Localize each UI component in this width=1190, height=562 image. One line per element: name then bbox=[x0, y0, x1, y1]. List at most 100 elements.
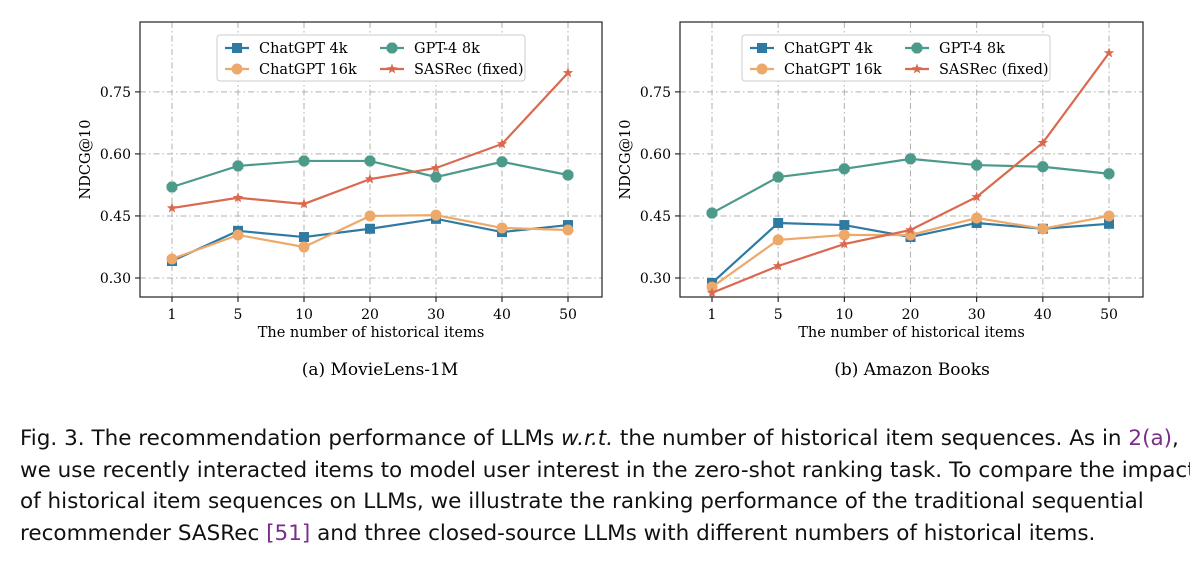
data-point bbox=[232, 192, 244, 203]
data-point-part bbox=[1041, 161, 1045, 173]
x-tick-label: 40 bbox=[493, 307, 511, 323]
data-point bbox=[839, 238, 850, 249]
data-point bbox=[706, 281, 718, 293]
legend-label: ChatGPT 16k bbox=[259, 62, 357, 78]
data-point bbox=[562, 169, 574, 181]
x-tick-label: 5 bbox=[234, 307, 243, 323]
plot-frame bbox=[139, 21, 603, 298]
legend-label: SASRec (fixed) bbox=[414, 62, 524, 78]
caption-line-4: recommender SASRec [51] and three closed… bbox=[20, 518, 1180, 550]
y-tick-label: 0.30 bbox=[640, 271, 671, 287]
data-point bbox=[562, 67, 574, 78]
data-point bbox=[905, 229, 916, 241]
data-point bbox=[430, 209, 442, 221]
data-point bbox=[1104, 218, 1114, 229]
plot-frame bbox=[679, 21, 1144, 298]
data-point bbox=[971, 191, 982, 202]
data-point bbox=[166, 181, 178, 193]
legend-marker bbox=[232, 43, 242, 53]
legend-marker bbox=[911, 63, 923, 74]
data-point bbox=[496, 138, 508, 149]
data-point bbox=[430, 171, 442, 183]
legend-marker bbox=[756, 63, 768, 75]
series-sasrec-fixed- bbox=[706, 47, 1115, 298]
figure: 1 5 10 20 30 40 50 0.30 0.45 0.60 0.75 The number o… bbox=[78, 21, 1144, 380]
data-point-part bbox=[842, 163, 847, 175]
series-chatgpt-16k bbox=[166, 209, 574, 265]
data-point bbox=[1103, 47, 1115, 58]
caption-text: recommender SASRec bbox=[20, 520, 267, 546]
x-axis-label: The number of historical items bbox=[798, 325, 1025, 341]
data-point bbox=[364, 155, 376, 167]
x-tick-label: 30 bbox=[968, 307, 986, 323]
data-point bbox=[1037, 161, 1049, 173]
data-point bbox=[364, 210, 376, 222]
data-point-part bbox=[974, 159, 979, 171]
x-axis-label: The number of historical items bbox=[258, 325, 485, 341]
legend: ChatGPT 4k ChatGPT 16k GPT-4 8k SASRec (fix… bbox=[741, 34, 1051, 82]
data-point bbox=[905, 224, 916, 235]
x-tick-label: 20 bbox=[361, 307, 379, 323]
chart-amazon-books: 1 5 10 20 30 40 50 0.30 0.45 0.60 0.75 The number o… bbox=[618, 21, 1144, 380]
legend-label: ChatGPT 16k bbox=[784, 62, 882, 78]
caption-line-2: we use recently interacted items to mode… bbox=[20, 457, 1190, 483]
caption-text: , bbox=[1172, 426, 1179, 451]
y-tick-label: 0.30 bbox=[100, 271, 131, 287]
legend-marker bbox=[757, 43, 767, 53]
figure-ref-link[interactable]: 2(a) bbox=[1128, 426, 1173, 451]
x-tick-label: 10 bbox=[295, 307, 313, 323]
data-point bbox=[299, 232, 309, 243]
x-tick-label: 10 bbox=[835, 307, 853, 323]
y-tick-label: 0.60 bbox=[100, 147, 131, 163]
citation-link[interactable]: [51] bbox=[266, 520, 311, 546]
data-point bbox=[298, 241, 310, 253]
y-tick-label: 0.45 bbox=[100, 209, 131, 225]
y-tick-label: 0.75 bbox=[100, 85, 131, 101]
data-point bbox=[1037, 137, 1049, 148]
data-point bbox=[1103, 168, 1115, 180]
caption-text: Fig. 3. The recommendation performance o… bbox=[20, 426, 562, 451]
data-point bbox=[772, 234, 784, 246]
data-point bbox=[773, 217, 784, 228]
data-point bbox=[364, 173, 376, 184]
figure-caption: Fig. 3. The recommendation performance o… bbox=[20, 423, 1190, 550]
series-gpt-4-8k bbox=[166, 155, 574, 193]
data-point-part bbox=[368, 155, 372, 167]
data-point bbox=[1103, 210, 1115, 222]
x-tick-label: 50 bbox=[1100, 307, 1118, 323]
y-tick-label: 0.60 bbox=[640, 147, 671, 163]
data-point-part bbox=[1107, 168, 1111, 180]
data-point bbox=[838, 229, 850, 241]
data-point-part bbox=[236, 160, 240, 172]
legend-marker-part bbox=[390, 42, 394, 54]
data-point bbox=[971, 212, 983, 224]
legend-label: SASRec (fixed) bbox=[939, 62, 1049, 78]
subcaption: (b) Amazon Books bbox=[834, 360, 990, 380]
data-point bbox=[232, 229, 244, 241]
data-point bbox=[232, 160, 244, 172]
legend-label: GPT-4 8k bbox=[939, 41, 1005, 57]
data-point bbox=[166, 253, 178, 265]
x-tick-label: 40 bbox=[1034, 307, 1052, 323]
data-point bbox=[706, 287, 718, 298]
legend: ChatGPT 4k ChatGPT 16k GPT-4 8k SASRec (fix… bbox=[216, 34, 526, 82]
x-tick-label: 1 bbox=[708, 307, 717, 323]
data-point-part bbox=[710, 207, 714, 219]
data-point bbox=[298, 198, 310, 209]
legend-marker bbox=[386, 63, 398, 74]
legend-label: GPT-4 8k bbox=[414, 41, 480, 57]
data-point bbox=[298, 155, 310, 167]
data-point-part bbox=[566, 169, 570, 181]
y-axis-label: NDCG@10 bbox=[618, 120, 634, 200]
data-point-part bbox=[434, 171, 438, 183]
data-point-part bbox=[908, 153, 913, 165]
legend-marker bbox=[231, 63, 243, 75]
data-point bbox=[1037, 223, 1049, 235]
data-point-part bbox=[170, 181, 174, 193]
data-point-part bbox=[500, 156, 504, 168]
caption-line-3: of historical item sequences on LLMs, we… bbox=[20, 489, 1144, 514]
data-point bbox=[772, 171, 784, 183]
caption-italic: w.r.t. bbox=[561, 426, 614, 451]
data-point bbox=[562, 224, 574, 236]
data-point bbox=[839, 220, 850, 231]
